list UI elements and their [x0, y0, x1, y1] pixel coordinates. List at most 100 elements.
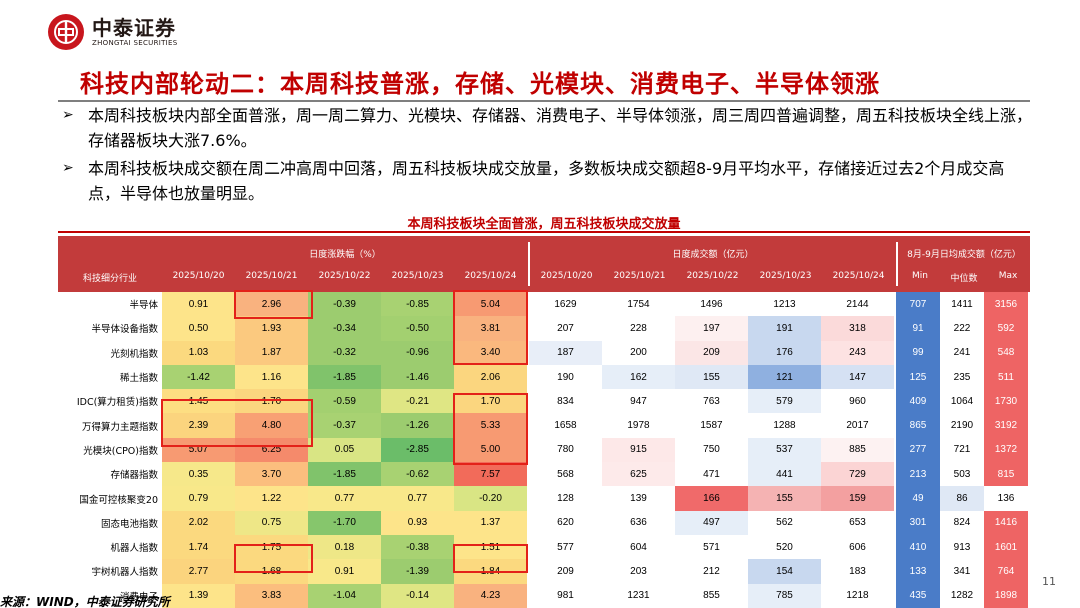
- change-cell: 0.91: [308, 559, 381, 584]
- change-cell: 1.70: [235, 389, 308, 414]
- stat-cell: 133: [896, 559, 940, 584]
- amount-cell: 197: [675, 316, 748, 341]
- amount-cell: 729: [821, 462, 894, 487]
- table-body: 半导体 0.91 2.96 -0.39 -0.85 5.04 1629 1754 1496 121…: [58, 292, 1030, 608]
- sector-name-cell: 光模块(CPO)指数: [58, 437, 162, 463]
- change-cell: 1.51: [454, 534, 527, 560]
- highlight-box: [453, 393, 528, 465]
- amount-cell: 200: [602, 340, 675, 365]
- stat-cell: 824: [940, 510, 984, 535]
- change-cell: 5.04: [454, 292, 527, 317]
- change-cell: 0.91: [162, 292, 235, 317]
- sector-name-cell: 机器人指数: [58, 534, 162, 560]
- change-cell: -0.59: [308, 389, 381, 414]
- change-cell: 4.80: [235, 413, 308, 438]
- change-cell: 5.07: [162, 437, 235, 463]
- change-cell: -1.85: [308, 364, 381, 390]
- change-cell: -1.46: [381, 364, 454, 390]
- sector-name-cell: IDC(算力租赁)指数: [58, 389, 162, 414]
- stat-cell: 125: [896, 364, 940, 390]
- change-cell: 2.96: [235, 292, 308, 317]
- sector-name-cell: 存储器指数: [58, 462, 162, 487]
- amount-cell: 207: [529, 316, 602, 341]
- amount-cell: 209: [675, 340, 748, 365]
- change-cell: -0.20: [454, 486, 527, 511]
- highlight-box: [234, 544, 313, 573]
- table-header: 日度涨跌幅（%） 日度成交额（亿元） 8月-9月日均成交额（亿元） 科技细分行业…: [58, 236, 1030, 292]
- sector-name-cell: 半导体设备指数: [58, 316, 162, 341]
- change-cell: -0.85: [381, 292, 454, 317]
- amount-cell: 1629: [529, 292, 602, 317]
- stat-cell: 511: [984, 364, 1028, 390]
- change-cell: 1.75: [235, 534, 308, 560]
- amount-cell: 780: [529, 437, 602, 463]
- change-cell: -1.85: [308, 462, 381, 487]
- amount-cell: 1213: [748, 292, 821, 317]
- change-cell: -0.34: [308, 316, 381, 341]
- amount-cell: 441: [748, 462, 821, 487]
- amount-cell: 785: [748, 583, 821, 608]
- logo-name-cn: 中泰证券: [92, 15, 176, 40]
- table-row: 半导体 0.91 2.96 -0.39 -0.85 5.04 1629 1754 1496 121…: [58, 292, 1030, 317]
- change-cell: 5.00: [454, 437, 527, 463]
- change-cell: 5.33: [454, 413, 527, 438]
- change-cell: -0.14: [381, 583, 454, 608]
- table-row: 稀土指数 -1.42 1.16 -1.85 -1.46 2.06 190 162 155 121 1…: [58, 364, 1030, 390]
- stat-cell: 277: [896, 437, 940, 463]
- bullet-text: 本周科技板块成交额在周二冲高周中回落，周五科技板块成交放量，多数板块成交额超8-…: [88, 159, 1005, 203]
- change-cell: 6.25: [235, 437, 308, 463]
- change-cell: 0.79: [162, 486, 235, 511]
- change-cell: -1.04: [308, 583, 381, 608]
- amount-cell: 155: [748, 486, 821, 511]
- stat-cell: 99: [896, 340, 940, 365]
- amount-cell: 176: [748, 340, 821, 365]
- amount-cell: 537: [748, 437, 821, 463]
- column-header-amount-date: 2025/10/23: [759, 271, 812, 281]
- amount-cell: 139: [602, 486, 675, 511]
- amount-cell: 166: [675, 486, 748, 511]
- highlight-box: [161, 399, 313, 447]
- table-title-divider: [58, 231, 1030, 233]
- highlight-box: [234, 290, 313, 319]
- bullet-item: ➢ 本周科技板块内部全面普涨，周一周二算力、光模块、存储器、消费电子、半导体领涨…: [62, 103, 1032, 153]
- amount-cell: 1658: [529, 413, 602, 438]
- table-row: 光刻机指数 1.03 1.87 -0.32 -0.96 3.40 187 200 209 176 2…: [58, 340, 1030, 365]
- amount-cell: 154: [748, 559, 821, 584]
- change-cell: 0.05: [308, 437, 381, 463]
- change-cell: -0.62: [381, 462, 454, 487]
- column-header-stat: 中位数: [950, 274, 978, 284]
- amount-cell: 128: [529, 486, 602, 511]
- change-cell: 0.77: [308, 486, 381, 511]
- stat-cell: 235: [940, 364, 984, 390]
- amount-cell: 2144: [821, 292, 894, 317]
- amount-cell: 577: [529, 534, 602, 560]
- table-row: 宇树机器人指数 2.77 1.68 0.91 -1.39 1.84 209 203 212 154…: [58, 559, 1030, 584]
- table-row: 光模块(CPO)指数 5.07 6.25 0.05 -2.85 5.00 780 915 750…: [58, 437, 1030, 463]
- change-cell: 1.87: [235, 340, 308, 365]
- amount-cell: 636: [602, 510, 675, 535]
- header-divider: [528, 242, 530, 286]
- change-cell: 0.50: [162, 316, 235, 341]
- amount-cell: 1978: [602, 413, 675, 438]
- amount-cell: 191: [748, 316, 821, 341]
- group-header-stats: 8月-9月日均成交额（亿元）: [907, 250, 1021, 260]
- stat-cell: 1372: [984, 437, 1028, 463]
- highlight-box: [453, 290, 528, 365]
- change-cell: -0.50: [381, 316, 454, 341]
- stat-cell: 865: [896, 413, 940, 438]
- change-cell: -1.26: [381, 413, 454, 438]
- title-divider: [58, 100, 1030, 102]
- stat-cell: 91: [896, 316, 940, 341]
- slide-title: 科技内部轮动二：本周科技普涨，存储、光模块、消费电子、半导体领涨: [80, 70, 880, 98]
- sector-name-cell: 光刻机指数: [58, 340, 162, 365]
- change-cell: 1.22: [235, 486, 308, 511]
- column-header-amount-date: 2025/10/21: [613, 271, 666, 281]
- table-row: IDC(算力租赁)指数 1.45 1.70 -0.59 -0.21 1.70 834 947 7…: [58, 389, 1030, 414]
- stat-cell: 49: [896, 486, 940, 511]
- table-row: 机器人指数 1.74 1.75 0.18 -0.38 1.51 577 604 571 520 60…: [58, 534, 1030, 560]
- sector-name-cell: 消费电子: [58, 583, 162, 608]
- change-cell: 1.03: [162, 340, 235, 365]
- change-cell: 0.35: [162, 462, 235, 487]
- change-cell: 2.02: [162, 510, 235, 535]
- change-cell: 3.70: [235, 462, 308, 487]
